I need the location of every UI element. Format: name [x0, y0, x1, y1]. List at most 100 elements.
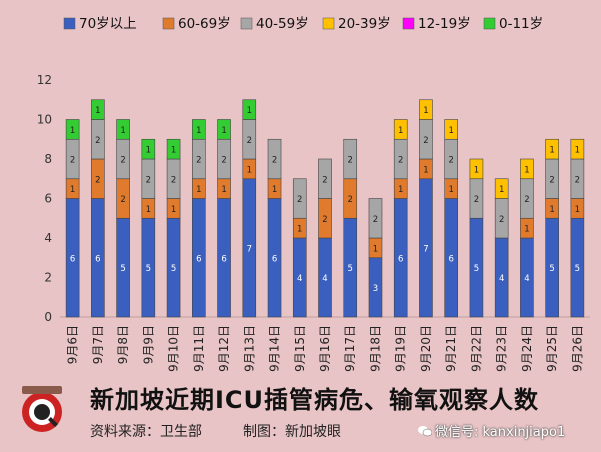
bar-value-label: 1 — [373, 244, 378, 254]
bar-segment — [141, 138, 156, 160]
bar-value-label: 1 — [549, 205, 554, 215]
bar-value-label: 2 — [297, 195, 302, 205]
bar-segment — [469, 158, 484, 180]
bar-value-label: 5 — [171, 264, 176, 274]
bar-value-label: 5 — [146, 264, 151, 274]
bar-value-label: 1 — [171, 146, 176, 156]
bar-value-label: 1 — [196, 126, 201, 136]
legend-swatch — [483, 17, 496, 30]
legend-swatch — [240, 17, 253, 30]
bar-value-label: 2 — [196, 156, 201, 166]
bar-value-label: 1 — [575, 146, 580, 156]
legend-item: 70岁以上 — [63, 16, 137, 32]
bar-value-label: 2 — [398, 156, 403, 166]
bar-value-label: 1 — [448, 185, 453, 195]
bar-value-label: 2 — [499, 215, 504, 225]
bar-value-label: 1 — [524, 165, 529, 175]
bar-value-label: 1 — [423, 165, 428, 175]
bar-value-label: 1 — [171, 205, 176, 215]
bar-value-label: 1 — [474, 165, 479, 175]
x-tick-label: 9月19日 — [394, 325, 408, 372]
y-tick-label: 8 — [44, 152, 52, 166]
bar-value-label: 1 — [120, 126, 125, 136]
bar-segment — [292, 178, 307, 219]
bar-segment — [166, 138, 181, 160]
bar-value-label: 1 — [70, 185, 75, 195]
bar-value-label: 6 — [95, 254, 100, 264]
bar-value-label: 1 — [146, 205, 151, 215]
bar-value-label: 5 — [348, 264, 353, 274]
legend-item: 40-59岁 — [240, 16, 309, 32]
y-tick-label: 0 — [44, 310, 52, 324]
xinjiapoyan-logo — [22, 386, 62, 432]
bar-value-label: 6 — [448, 254, 453, 264]
bar-value-label: 3 — [373, 284, 378, 294]
bar-value-label: 2 — [70, 156, 75, 166]
legend-label: 60-69岁 — [178, 16, 231, 32]
bar-segment — [419, 99, 433, 120]
bar-value-label: 1 — [499, 185, 504, 195]
x-tick-label: 9月23日 — [495, 325, 509, 372]
x-tick-label: 9月26日 — [570, 325, 584, 372]
legend-item: 20-39岁 — [322, 16, 391, 32]
bar-segment — [368, 198, 383, 239]
x-tick-label: 9月16日 — [318, 325, 332, 372]
legend-swatch — [162, 17, 175, 30]
bar-value-label: 2 — [120, 156, 125, 166]
bar-segment — [192, 119, 206, 140]
bar-value-label: 1 — [95, 106, 100, 116]
bar-value-label: 2 — [247, 136, 252, 146]
source-note: 资料来源：卫生部 — [90, 424, 202, 440]
legend-label: 12-19岁 — [418, 16, 471, 32]
bar-value-label: 2 — [221, 156, 226, 166]
bar-segment — [444, 119, 458, 140]
bar-segment — [393, 119, 408, 140]
bar-value-label: 5 — [575, 264, 580, 274]
bar-value-label: 2 — [348, 156, 353, 166]
bar-value-label: 1 — [247, 106, 252, 116]
bar-value-label: 6 — [272, 254, 277, 264]
bar-value-label: 6 — [70, 254, 75, 264]
bar-value-label: 2 — [549, 175, 554, 185]
bar-value-label: 2 — [171, 175, 176, 185]
bar-segment — [217, 119, 231, 140]
bar-segment — [318, 158, 332, 199]
legend-label: 20-39岁 — [338, 16, 391, 32]
bar-value-label: 2 — [322, 175, 327, 185]
bar-value-label: 1 — [423, 106, 428, 116]
legend-label: 0-11岁 — [499, 16, 543, 32]
x-tick-label: 9月14日 — [268, 325, 282, 372]
bar-segment — [545, 138, 559, 160]
y-tick-label: 6 — [44, 192, 52, 206]
x-tick-label: 9月22日 — [469, 325, 483, 372]
x-tick-label: 9月7日 — [91, 325, 105, 364]
bar-value-label: 2 — [448, 156, 453, 166]
y-tick-label: 12 — [37, 73, 52, 87]
bar-value-label: 4 — [524, 274, 529, 284]
bar-value-label: 7 — [423, 244, 428, 254]
bar-value-label: 2 — [524, 195, 529, 205]
x-tick-label: 9月12日 — [217, 325, 231, 372]
bar-value-label: 5 — [474, 264, 479, 274]
x-tick-label: 9月21日 — [444, 325, 458, 372]
bar-value-label: 1 — [524, 225, 529, 235]
bar-value-label: 1 — [549, 146, 554, 156]
bar-value-label: 5 — [120, 264, 125, 274]
y-tick-label: 2 — [44, 271, 52, 285]
bar-value-label: 6 — [221, 254, 226, 264]
bar-value-label: 2 — [95, 175, 100, 185]
x-tick-label: 9月8日 — [116, 325, 130, 364]
bar-value-label: 2 — [272, 156, 277, 166]
bar-value-label: 5 — [549, 264, 554, 274]
bar-segment — [65, 119, 80, 140]
bar-value-label: 6 — [398, 254, 403, 264]
bar-value-label: 1 — [398, 126, 403, 136]
bar-segment — [242, 99, 257, 120]
bar-segment — [520, 158, 534, 180]
bar-value-label: 2 — [348, 195, 353, 205]
chart-title: 新加坡近期ICU插管病危、输氧观察人数 — [90, 386, 540, 414]
legend-swatch — [63, 17, 76, 30]
bar-value-label: 6 — [196, 254, 201, 264]
bar-segment — [116, 119, 130, 140]
